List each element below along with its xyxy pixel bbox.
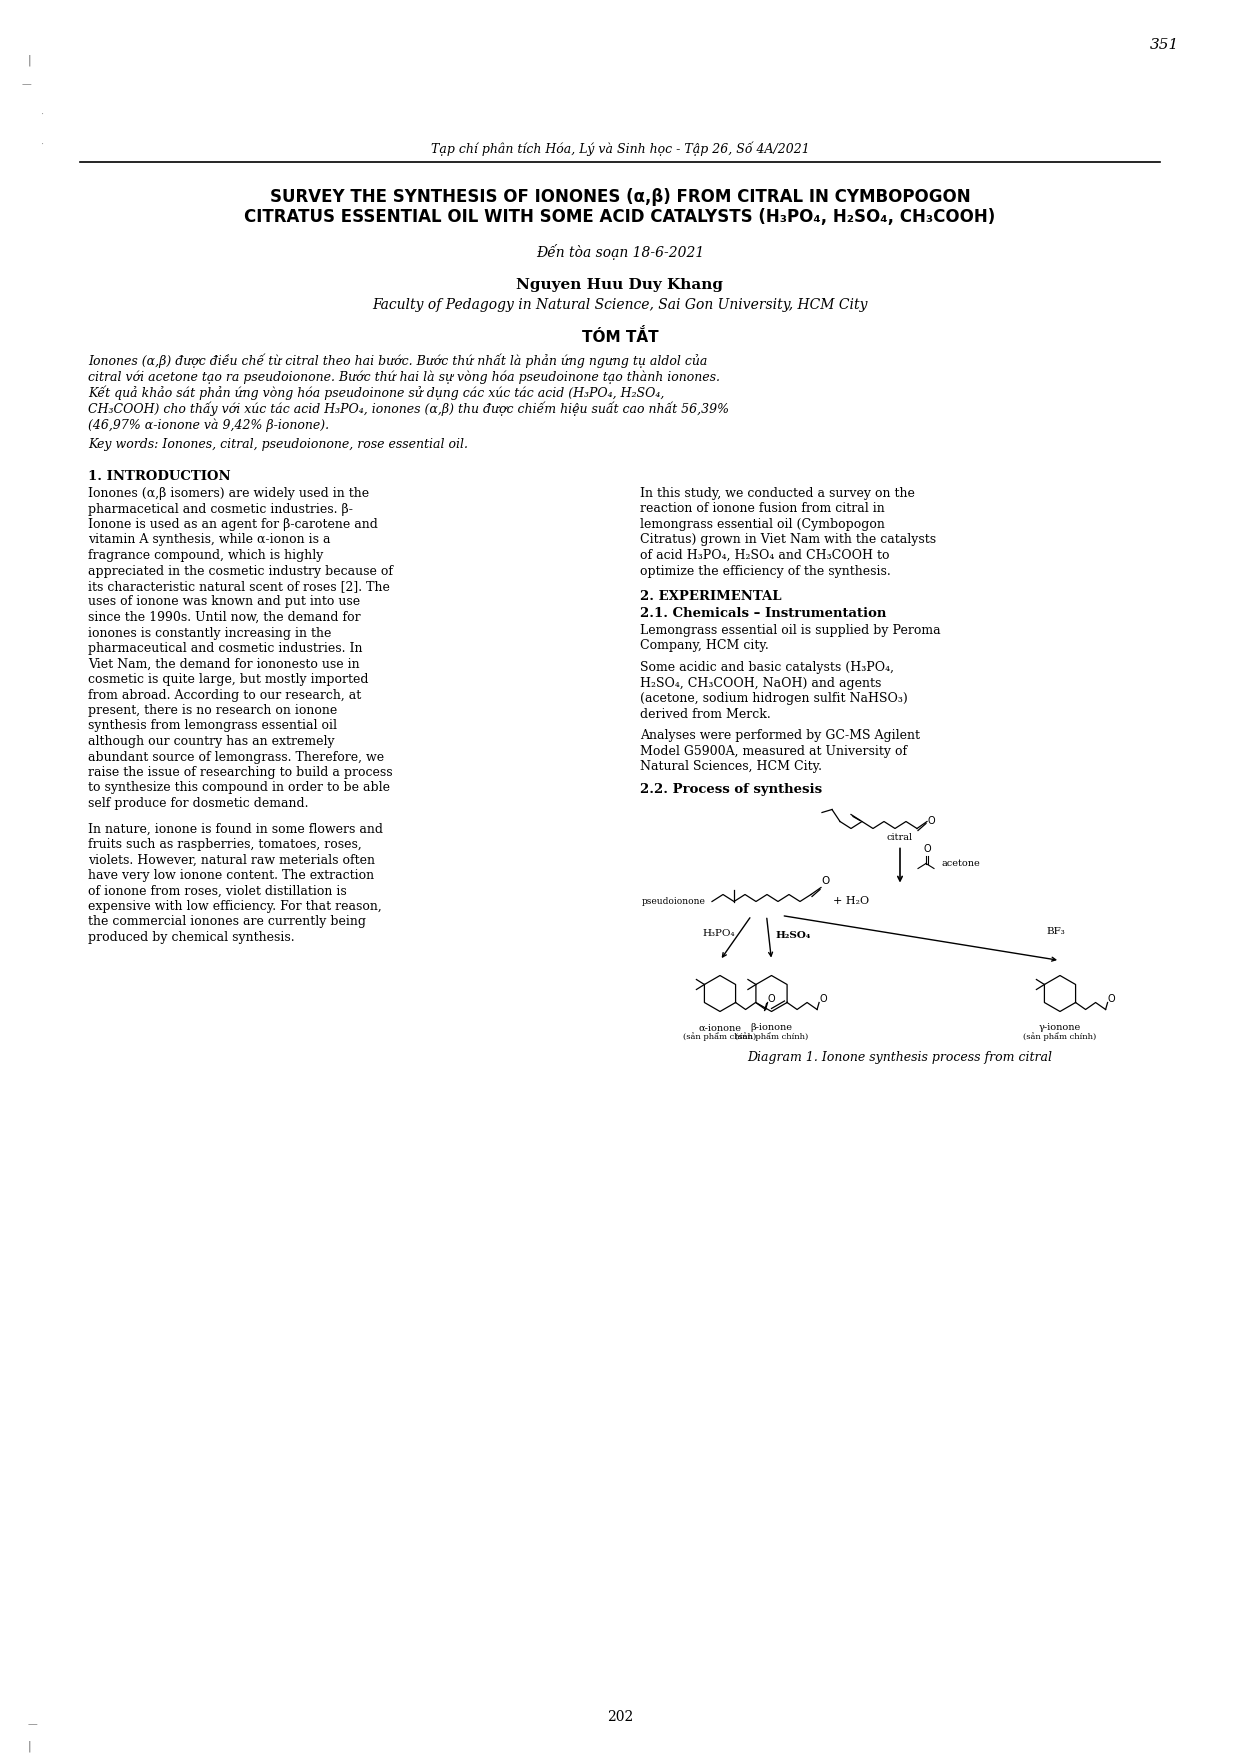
Text: cosmetic is quite large, but mostly imported: cosmetic is quite large, but mostly impo… [88,674,368,686]
Text: pseudoionone: pseudoionone [642,896,706,907]
Text: —: — [22,81,32,89]
Text: α-ionone: α-ionone [698,1024,742,1033]
Text: (sản phẩm chính): (sản phẩm chính) [683,1033,756,1042]
Text: appreciated in the cosmetic industry because of: appreciated in the cosmetic industry bec… [88,565,393,577]
Text: Tạp chí phân tích Hóa, Lý và Sinh học - Tập 26, Số 4A/2021: Tạp chí phân tích Hóa, Lý và Sinh học - … [430,142,810,156]
Text: from abroad. According to our research, at: from abroad. According to our research, … [88,689,361,702]
Text: violets. However, natural raw meterials often: violets. However, natural raw meterials … [88,854,374,866]
Text: Some acidic and basic catalysts (H₃PO₄,: Some acidic and basic catalysts (H₃PO₄, [640,661,894,674]
Text: H₃PO₄: H₃PO₄ [702,930,734,938]
Text: β-ionone: β-ionone [750,1024,792,1033]
Text: 1. INTRODUCTION: 1. INTRODUCTION [88,470,231,482]
Text: (sản phẩm chính): (sản phẩm chính) [1023,1033,1096,1042]
Text: γ-ionone: γ-ionone [1039,1024,1081,1033]
Text: |: | [29,1740,32,1752]
Text: ·: · [40,111,43,119]
Text: O: O [821,877,830,886]
Text: Lemongrass essential oil is supplied by Peroma: Lemongrass essential oil is supplied by … [640,624,941,637]
Text: Nguyen Huu Duy Khang: Nguyen Huu Duy Khang [517,277,723,291]
Text: |: | [29,54,32,67]
Text: acetone: acetone [942,859,981,868]
Text: SURVEY THE SYNTHESIS OF IONONES (α,β) FROM CITRAL IN CYMBOPOGON: SURVEY THE SYNTHESIS OF IONONES (α,β) FR… [269,188,971,205]
Text: citral: citral [887,833,913,842]
Text: of acid H₃PO₄, H₂SO₄ and CH₃COOH to: of acid H₃PO₄, H₂SO₄ and CH₃COOH to [640,549,889,561]
Text: Ionones (α,β isomers) are widely used in the: Ionones (α,β isomers) are widely used in… [88,488,370,500]
Text: Faculty of Pedagogy in Natural Science, Sai Gon University, HCM City: Faculty of Pedagogy in Natural Science, … [372,298,868,312]
Text: Key words: Ionones, citral, pseudoionone, rose essential oil.: Key words: Ionones, citral, pseudoionone… [88,438,467,451]
Text: (acetone, sodium hidrogen sulfit NaHSO₃): (acetone, sodium hidrogen sulfit NaHSO₃) [640,693,908,705]
Text: abundant source of lemongrass. Therefore, we: abundant source of lemongrass. Therefore… [88,751,384,763]
Text: Viet Nam, the demand for iononesto use in: Viet Nam, the demand for iononesto use i… [88,658,360,670]
Text: O: O [1107,993,1115,1003]
Text: 351: 351 [1149,39,1179,53]
Text: ionones is constantly increasing in the: ionones is constantly increasing in the [88,626,331,640]
Text: Ionones (α,β) được điều chế từ citral theo hai bước. Bước thứ nhất là phản ứng n: Ionones (α,β) được điều chế từ citral th… [88,354,707,368]
Text: Model G5900A, measured at University of: Model G5900A, measured at University of [640,744,908,758]
Text: to synthesize this compound in order to be able: to synthesize this compound in order to … [88,782,391,795]
Text: H₂SO₄, CH₃COOH, NaOH) and agents: H₂SO₄, CH₃COOH, NaOH) and agents [640,677,882,689]
Text: H₂SO₄: H₂SO₄ [775,931,811,940]
Text: since the 1990s. Until now, the demand for: since the 1990s. Until now, the demand f… [88,610,361,624]
Text: produced by chemical synthesis.: produced by chemical synthesis. [88,931,295,944]
Text: reaction of ionone fusion from citral in: reaction of ionone fusion from citral in [640,502,885,516]
Text: 2.1. Chemicals – Instrumentation: 2.1. Chemicals – Instrumentation [640,607,887,619]
Text: uses of ionone was known and put into use: uses of ionone was known and put into us… [88,596,360,609]
Text: —: — [29,1721,37,1729]
Text: optimize the efficiency of the synthesis.: optimize the efficiency of the synthesis… [640,565,890,577]
Text: citral với acetone tạo ra pseudoionone. Bước thứ hai là sự vòng hóa pseudoinone : citral với acetone tạo ra pseudoionone. … [88,370,720,384]
Text: lemongrass essential oil (Cymbopogon: lemongrass essential oil (Cymbopogon [640,517,885,531]
Text: BF₃: BF₃ [1047,928,1065,937]
Text: TÓM TẮT: TÓM TẮT [582,328,658,346]
Text: of ionone from roses, violet distillation is: of ionone from roses, violet distillatio… [88,884,347,898]
Text: fragrance compound, which is highly: fragrance compound, which is highly [88,549,324,561]
Text: Company, HCM city.: Company, HCM city. [640,640,769,652]
Text: In nature, ionone is found in some flowers and: In nature, ionone is found in some flowe… [88,823,383,835]
Text: self produce for dosmetic demand.: self produce for dosmetic demand. [88,796,309,810]
Text: raise the issue of researching to build a process: raise the issue of researching to build … [88,766,393,779]
Text: have very low ionone content. The extraction: have very low ionone content. The extrac… [88,868,374,882]
Text: pharmaceutical and cosmetic industries. In: pharmaceutical and cosmetic industries. … [88,642,362,654]
Text: O: O [928,817,935,826]
Text: Ionone is used as an agent for β-carotene and: Ionone is used as an agent for β-caroten… [88,517,378,531]
Text: + H₂O: + H₂O [833,896,869,907]
Text: (46,97% α-ionone và 9,42% β-ionone).: (46,97% α-ionone và 9,42% β-ionone). [88,417,329,431]
Text: synthesis from lemongrass essential oil: synthesis from lemongrass essential oil [88,719,337,733]
Text: CH₃COOH) cho thấy với xúc tác acid H₃PO₄, ionones (α,β) thu được chiếm hiệu suất: CH₃COOH) cho thấy với xúc tác acid H₃PO₄… [88,402,729,416]
Text: present, there is no research on ionone: present, there is no research on ionone [88,703,337,717]
Text: derived from Merck.: derived from Merck. [640,707,771,721]
Text: vitamin A synthesis, while α-ionon is a: vitamin A synthesis, while α-ionon is a [88,533,331,547]
Text: Citratus) grown in Viet Nam with the catalysts: Citratus) grown in Viet Nam with the cat… [640,533,936,547]
Text: Diagram 1. Ionone synthesis process from citral: Diagram 1. Ionone synthesis process from… [748,1051,1053,1065]
Text: O: O [924,844,931,854]
Text: ·: · [40,140,43,149]
Text: Đến tòa soạn 18-6-2021: Đến tòa soạn 18-6-2021 [536,244,704,260]
Text: 2.2. Process of synthesis: 2.2. Process of synthesis [640,784,822,796]
Text: Analyses were performed by GC-MS Agilent: Analyses were performed by GC-MS Agilent [640,730,920,742]
Text: CITRATUS ESSENTIAL OIL WITH SOME ACID CATALYSTS (H₃PO₄, H₂SO₄, CH₃COOH): CITRATUS ESSENTIAL OIL WITH SOME ACID CA… [244,209,996,226]
Text: Kết quả khảo sát phản ứng vòng hóa pseudoinone sử dụng các xúc tác acid (H₃PO₄, : Kết quả khảo sát phản ứng vòng hóa pseud… [88,386,665,400]
Text: (sản phẩm chính): (sản phẩm chính) [735,1033,808,1042]
Text: pharmacetical and cosmetic industries. β-: pharmacetical and cosmetic industries. β… [88,502,353,516]
Text: 2. EXPERIMENTAL: 2. EXPERIMENTAL [640,589,781,603]
Text: although our country has an extremely: although our country has an extremely [88,735,335,747]
Text: the commercial ionones are currently being: the commercial ionones are currently bei… [88,916,366,928]
Text: 202: 202 [606,1710,634,1724]
Text: fruits such as raspberries, tomatoes, roses,: fruits such as raspberries, tomatoes, ro… [88,838,362,851]
Text: its characteristic natural scent of roses [2]. The: its characteristic natural scent of rose… [88,581,389,593]
Text: Natural Sciences, HCM City.: Natural Sciences, HCM City. [640,759,822,774]
Text: O: O [820,993,827,1003]
Text: In this study, we conducted a survey on the: In this study, we conducted a survey on … [640,488,915,500]
Text: expensive with low efficiency. For that reason,: expensive with low efficiency. For that … [88,900,382,914]
Text: O: O [768,993,775,1003]
